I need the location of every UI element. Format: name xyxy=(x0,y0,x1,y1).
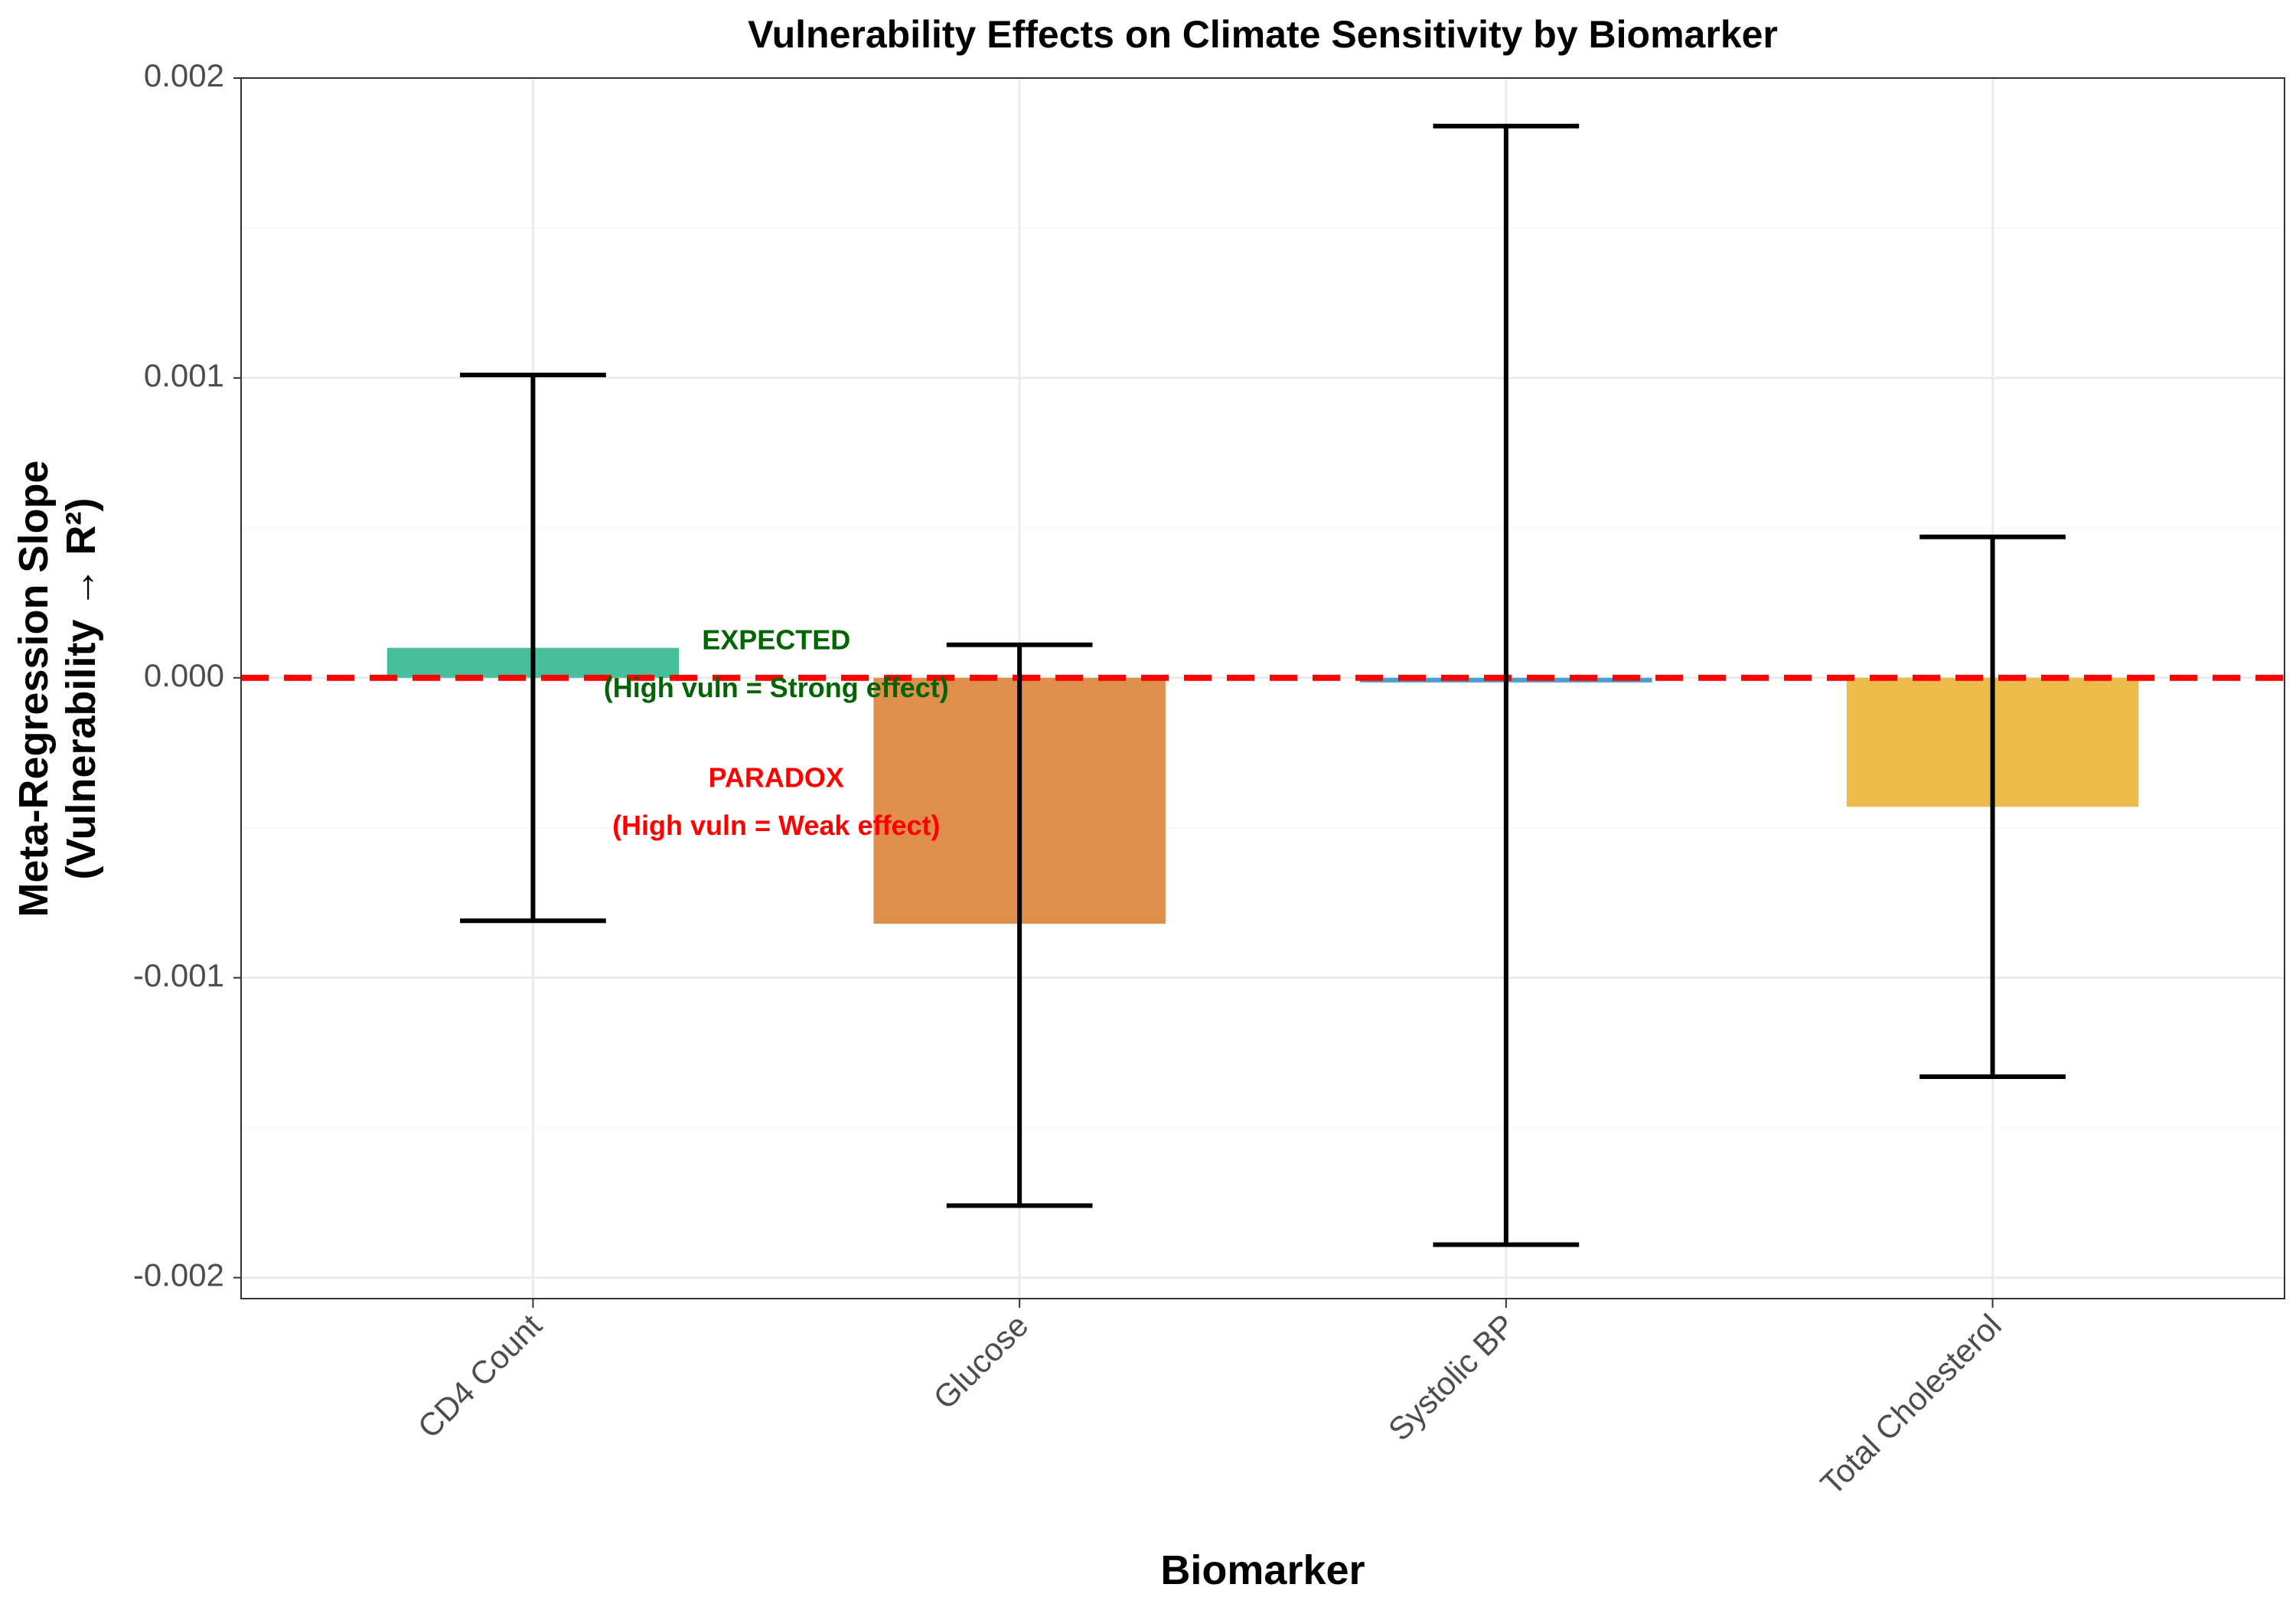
annotation-4: (High vuln = Weak effect) xyxy=(612,810,940,841)
y-axis-title-line-1: Meta-Regression Slope xyxy=(11,460,57,917)
y-axis: -0.002 -0.001 0.000 0.001 0.002 xyxy=(133,57,241,1293)
y-tick-label: 0.001 xyxy=(144,357,224,393)
annotation-3: PARADOX xyxy=(709,762,844,794)
error-bars xyxy=(460,123,2066,1247)
plot-panel-border xyxy=(240,77,2285,1299)
y-axis-title: Meta-Regression Slope (Vulnerability → R… xyxy=(11,460,104,917)
annotations: EXPECTED (High vuln = Strong effect) PARAD… xyxy=(604,624,949,841)
annotation-1: EXPECTED xyxy=(702,624,850,655)
y-axis-title-line-2: (Vulnerability → R²) xyxy=(58,497,104,879)
y-tick-label: 0.000 xyxy=(144,657,224,693)
y-tick-label: 0.002 xyxy=(144,57,224,93)
y-tick-label: -0.001 xyxy=(133,957,224,993)
y-tick-label: -0.002 xyxy=(133,1257,224,1293)
chart-title: Vulnerability Effects on Climate Sensiti… xyxy=(748,13,1778,56)
x-axis-title: Biomarker xyxy=(1160,1547,1365,1593)
annotation-2: (High vuln = Strong effect) xyxy=(604,672,949,703)
